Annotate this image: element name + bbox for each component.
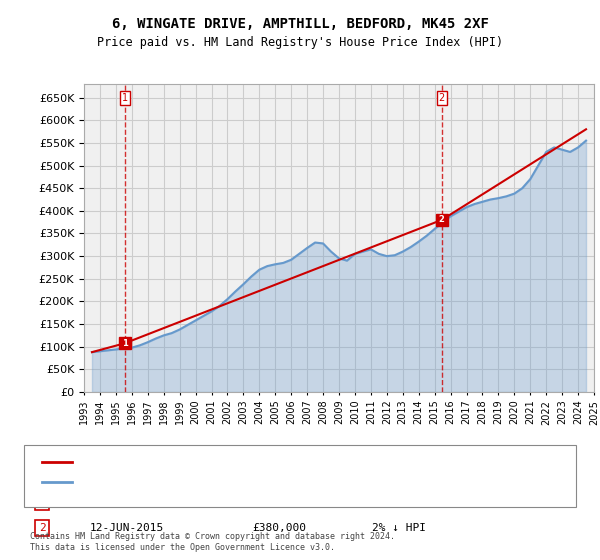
Text: 1: 1	[122, 93, 128, 103]
Text: £380,000: £380,000	[252, 523, 306, 533]
Text: 21-JUL-1995: 21-JUL-1995	[90, 496, 164, 506]
Text: 12-JUN-2015: 12-JUN-2015	[90, 523, 164, 533]
Text: Contains HM Land Registry data © Crown copyright and database right 2024.
This d: Contains HM Land Registry data © Crown c…	[30, 532, 395, 552]
Text: HPI: Average price, detached house, Central Bedfordshire: HPI: Average price, detached house, Cent…	[78, 477, 407, 487]
Text: 6, WINGATE DRIVE, AMPTHILL, BEDFORD, MK45 2XF (detached house): 6, WINGATE DRIVE, AMPTHILL, BEDFORD, MK4…	[78, 457, 442, 467]
Text: 8% ↑ HPI: 8% ↑ HPI	[372, 496, 426, 506]
Text: £107,500: £107,500	[252, 496, 306, 506]
Text: 2: 2	[439, 216, 445, 225]
Text: 2% ↓ HPI: 2% ↓ HPI	[372, 523, 426, 533]
Text: 2: 2	[38, 523, 46, 533]
Text: 2: 2	[439, 93, 445, 103]
Text: Price paid vs. HM Land Registry's House Price Index (HPI): Price paid vs. HM Land Registry's House …	[97, 36, 503, 49]
Text: 1: 1	[38, 496, 46, 506]
Text: 6, WINGATE DRIVE, AMPTHILL, BEDFORD, MK45 2XF: 6, WINGATE DRIVE, AMPTHILL, BEDFORD, MK4…	[112, 17, 488, 31]
Text: 1: 1	[122, 339, 128, 348]
